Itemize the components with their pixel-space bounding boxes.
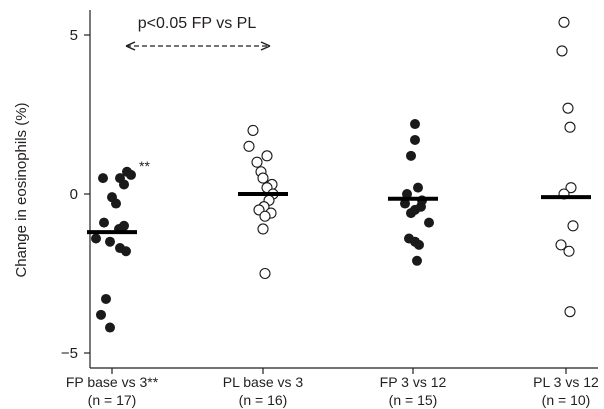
data-point-open <box>564 121 576 133</box>
data-point-open <box>556 45 568 57</box>
data-point-filled <box>406 208 416 219</box>
data-point-open <box>259 210 271 222</box>
data-point-open <box>555 239 567 251</box>
y-tick-label: −5 <box>61 345 78 362</box>
data-point-filled <box>105 322 115 333</box>
category-label: PL 3 vs 12 <box>533 374 599 390</box>
data-point-open <box>243 140 255 152</box>
data-point-filled <box>121 246 131 257</box>
category-n-label: (n = 15) <box>389 392 438 408</box>
category-n-label: (n = 16) <box>239 392 288 408</box>
category-labels: FP base vs 3** (n = 17) PL base vs 3 (n = 1… <box>66 374 599 408</box>
data-point-filled <box>412 255 422 266</box>
data-point-open <box>567 220 579 232</box>
data-point-filled <box>111 198 121 209</box>
data-point-open <box>558 16 570 28</box>
category-label: FP 3 vs 12 <box>380 374 447 390</box>
data-point-filled <box>98 173 108 184</box>
category-label: FP base vs 3** <box>66 374 159 390</box>
category-n-label: (n = 17) <box>88 392 137 408</box>
data-point-filled <box>400 198 410 209</box>
arrowhead-right <box>260 41 271 51</box>
data-point-open <box>257 223 269 235</box>
axes <box>89 10 598 374</box>
significance-annotation: p<0.05 FP vs PL <box>125 15 271 51</box>
significance-annotation-text: p<0.05 FP vs PL <box>138 15 257 32</box>
y-tick-label: 0 <box>70 186 78 203</box>
y-axis-label: Change in eosinophils (%) <box>13 102 30 277</box>
data-point-filled <box>101 293 111 304</box>
data-point-filled <box>119 179 129 190</box>
data-point-filled <box>406 150 416 161</box>
data-point-filled <box>414 239 424 250</box>
data-point-filled <box>91 233 101 244</box>
category-n-label: (n = 10) <box>542 392 591 408</box>
data-point-open <box>257 172 269 184</box>
data-point-filled <box>413 182 423 193</box>
data-point-open <box>562 102 574 114</box>
data-point-filled <box>96 309 106 320</box>
arrowhead-left <box>125 41 136 51</box>
y-tick-label: 5 <box>70 27 78 44</box>
data-point-open <box>251 156 263 168</box>
data-point-filled <box>402 189 412 199</box>
data-points <box>91 16 579 333</box>
data-point-open <box>564 306 576 318</box>
data-point-filled <box>410 119 420 130</box>
data-point-open <box>261 150 273 162</box>
significance-stars: ** <box>139 158 150 174</box>
data-point-filled <box>126 169 136 180</box>
data-point-filled <box>99 217 109 228</box>
data-point-open <box>565 182 577 194</box>
category-label: PL base vs 3 <box>223 374 304 390</box>
data-point-filled <box>424 217 434 228</box>
y-ticks: −5 0 5 <box>61 27 90 362</box>
data-point-filled <box>410 134 420 145</box>
data-point-filled <box>105 236 115 247</box>
median-lines <box>87 192 591 235</box>
data-point-open <box>259 267 271 280</box>
data-point-open <box>247 124 259 136</box>
data-point-open <box>563 245 575 257</box>
